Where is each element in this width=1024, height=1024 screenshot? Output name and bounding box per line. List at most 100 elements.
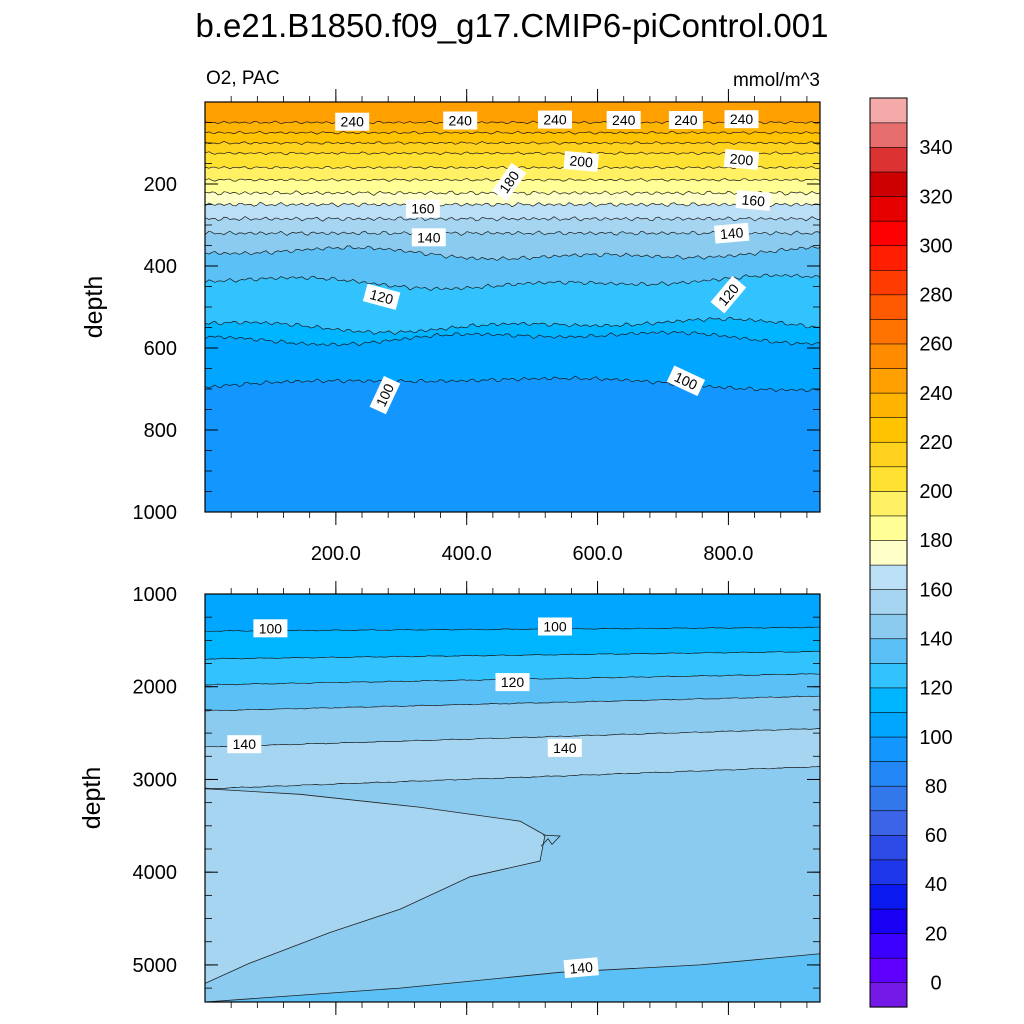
y-tick-label-1000: 1000 bbox=[133, 502, 178, 524]
fill-band-130 bbox=[205, 953, 820, 1002]
colorbar-frame bbox=[869, 97, 908, 1008]
contour-label-140: 140 bbox=[411, 228, 446, 247]
contour-line-140 bbox=[205, 245, 820, 261]
svg-text:100: 100 bbox=[543, 619, 567, 635]
colorbar-swatch-7 bbox=[869, 810, 908, 836]
y-tick-label-1000: 1000 bbox=[133, 584, 178, 606]
colorbar-swatch-0 bbox=[869, 982, 908, 1008]
colorbar-swatch-13 bbox=[869, 662, 908, 689]
colorbar-swatch-9 bbox=[869, 761, 908, 787]
colorbar-label-180: 180 bbox=[919, 530, 952, 552]
fill-band-100 bbox=[205, 594, 820, 632]
x-tick-label-400.0: 400.0 bbox=[442, 543, 492, 565]
colorbar-label-120: 120 bbox=[919, 678, 952, 700]
contour-line-140 bbox=[205, 728, 820, 748]
svg-text:160: 160 bbox=[741, 191, 766, 209]
colorbar-swatch-33 bbox=[869, 171, 908, 197]
colorbar-label-240: 240 bbox=[919, 383, 952, 405]
colorbar-swatch-29 bbox=[869, 269, 908, 296]
contour-label-140: 140 bbox=[713, 222, 750, 244]
colorbar-swatch-35 bbox=[869, 122, 908, 148]
contour-label-240: 240 bbox=[443, 111, 478, 130]
colorbar-swatch-30 bbox=[869, 245, 908, 271]
colorbar-label-300: 300 bbox=[919, 235, 952, 257]
contour-line-230 bbox=[205, 130, 820, 135]
contour-line-160 bbox=[205, 216, 820, 222]
colorbar-label-220: 220 bbox=[919, 432, 952, 454]
colorbar-swatch-11 bbox=[869, 711, 908, 738]
svg-text:140: 140 bbox=[719, 224, 744, 242]
svg-text:200: 200 bbox=[729, 150, 754, 168]
svg-text:240: 240 bbox=[730, 111, 754, 127]
colorbar-swatch-21 bbox=[869, 466, 908, 492]
colorbar-label-140: 140 bbox=[919, 629, 952, 651]
y-tick-label-200: 200 bbox=[144, 174, 177, 196]
colorbar-label-80: 80 bbox=[925, 776, 947, 798]
svg-text:200: 200 bbox=[569, 152, 594, 170]
svg-text:120: 120 bbox=[501, 674, 525, 690]
contour-line-130 bbox=[205, 273, 820, 292]
colorbar-swatch-16 bbox=[869, 589, 908, 615]
svg-text:160: 160 bbox=[411, 201, 435, 217]
contour-line-130 bbox=[205, 695, 820, 712]
contour-label-140: 140 bbox=[547, 738, 582, 757]
contour-line-120 bbox=[205, 316, 820, 336]
contour-line-170 bbox=[205, 201, 820, 208]
contour-label-240: 240 bbox=[668, 111, 703, 129]
svg-text:140: 140 bbox=[553, 740, 577, 756]
colorbar-swatch-12 bbox=[869, 687, 908, 713]
plot-area-lower: 100 100 120 140 140 140 bbox=[205, 594, 820, 1002]
colorbar-label-100: 100 bbox=[919, 727, 952, 749]
contour-line-100 bbox=[205, 375, 820, 393]
y-tick-label-4000: 4000 bbox=[133, 862, 178, 884]
colorbar-label-200: 200 bbox=[919, 481, 952, 503]
colorbar-swatch-25 bbox=[869, 367, 908, 394]
colorbar-swatch-4 bbox=[869, 883, 908, 910]
colorbar-swatch-6 bbox=[869, 834, 908, 861]
svg-text:140: 140 bbox=[417, 229, 441, 245]
contour-label-240: 240 bbox=[538, 110, 572, 129]
contour-line-100 bbox=[205, 626, 820, 632]
contour-line-110 bbox=[205, 330, 820, 347]
colorbar-swatch-32 bbox=[869, 195, 908, 222]
x-tick-label-200.0: 200.0 bbox=[311, 543, 361, 565]
svg-text:100: 100 bbox=[259, 620, 283, 636]
units-label: mmol/m^3 bbox=[733, 70, 820, 91]
upper-y-axis-label: depth bbox=[80, 276, 108, 339]
colorbar-swatch-18 bbox=[869, 539, 908, 566]
colorbar-swatch-22 bbox=[869, 441, 908, 468]
colorbar-label-60: 60 bbox=[925, 825, 947, 847]
colorbar-swatch-2 bbox=[869, 932, 908, 959]
colorbar-swatch-26 bbox=[869, 343, 908, 369]
x-tick-label-800.0: 800.0 bbox=[703, 543, 753, 565]
svg-text:240: 240 bbox=[449, 113, 473, 129]
svg-text:140: 140 bbox=[233, 736, 257, 752]
contour-label-100: 100 bbox=[666, 365, 706, 397]
y-tick-label-2000: 2000 bbox=[133, 677, 178, 699]
svg-text:120: 120 bbox=[368, 286, 395, 308]
contour-label-160: 160 bbox=[405, 199, 440, 218]
y-tick-label-800: 800 bbox=[144, 420, 177, 442]
colorbar-swatch-14 bbox=[869, 638, 908, 664]
contour-label-100: 100 bbox=[253, 619, 288, 638]
contour-label-140: 140 bbox=[563, 957, 599, 979]
colorbar-swatch-1 bbox=[869, 957, 908, 984]
contour-label-120: 120 bbox=[362, 283, 401, 310]
fill-band-150 bbox=[205, 788, 546, 984]
contour-label-120: 120 bbox=[495, 673, 530, 692]
lower-y-axis-label: depth bbox=[78, 767, 106, 830]
contour-line-110 bbox=[205, 650, 820, 660]
contour-label-160: 160 bbox=[735, 189, 772, 211]
colorbar-swatch-28 bbox=[869, 294, 908, 320]
colorbar-label-160: 160 bbox=[919, 579, 952, 601]
svg-text:140: 140 bbox=[569, 959, 594, 977]
colorbar-swatch-27 bbox=[869, 318, 908, 345]
contour-label-240: 240 bbox=[724, 110, 759, 129]
colorbar-swatch-5 bbox=[869, 859, 908, 885]
contour-line-150 bbox=[205, 766, 820, 789]
colorbar-swatch-17 bbox=[869, 564, 908, 590]
contour-line-220 bbox=[205, 141, 820, 145]
colorbar-swatch-10 bbox=[869, 736, 908, 762]
colorbar-swatch-8 bbox=[869, 785, 908, 812]
colorbar-label-340: 340 bbox=[919, 137, 952, 159]
